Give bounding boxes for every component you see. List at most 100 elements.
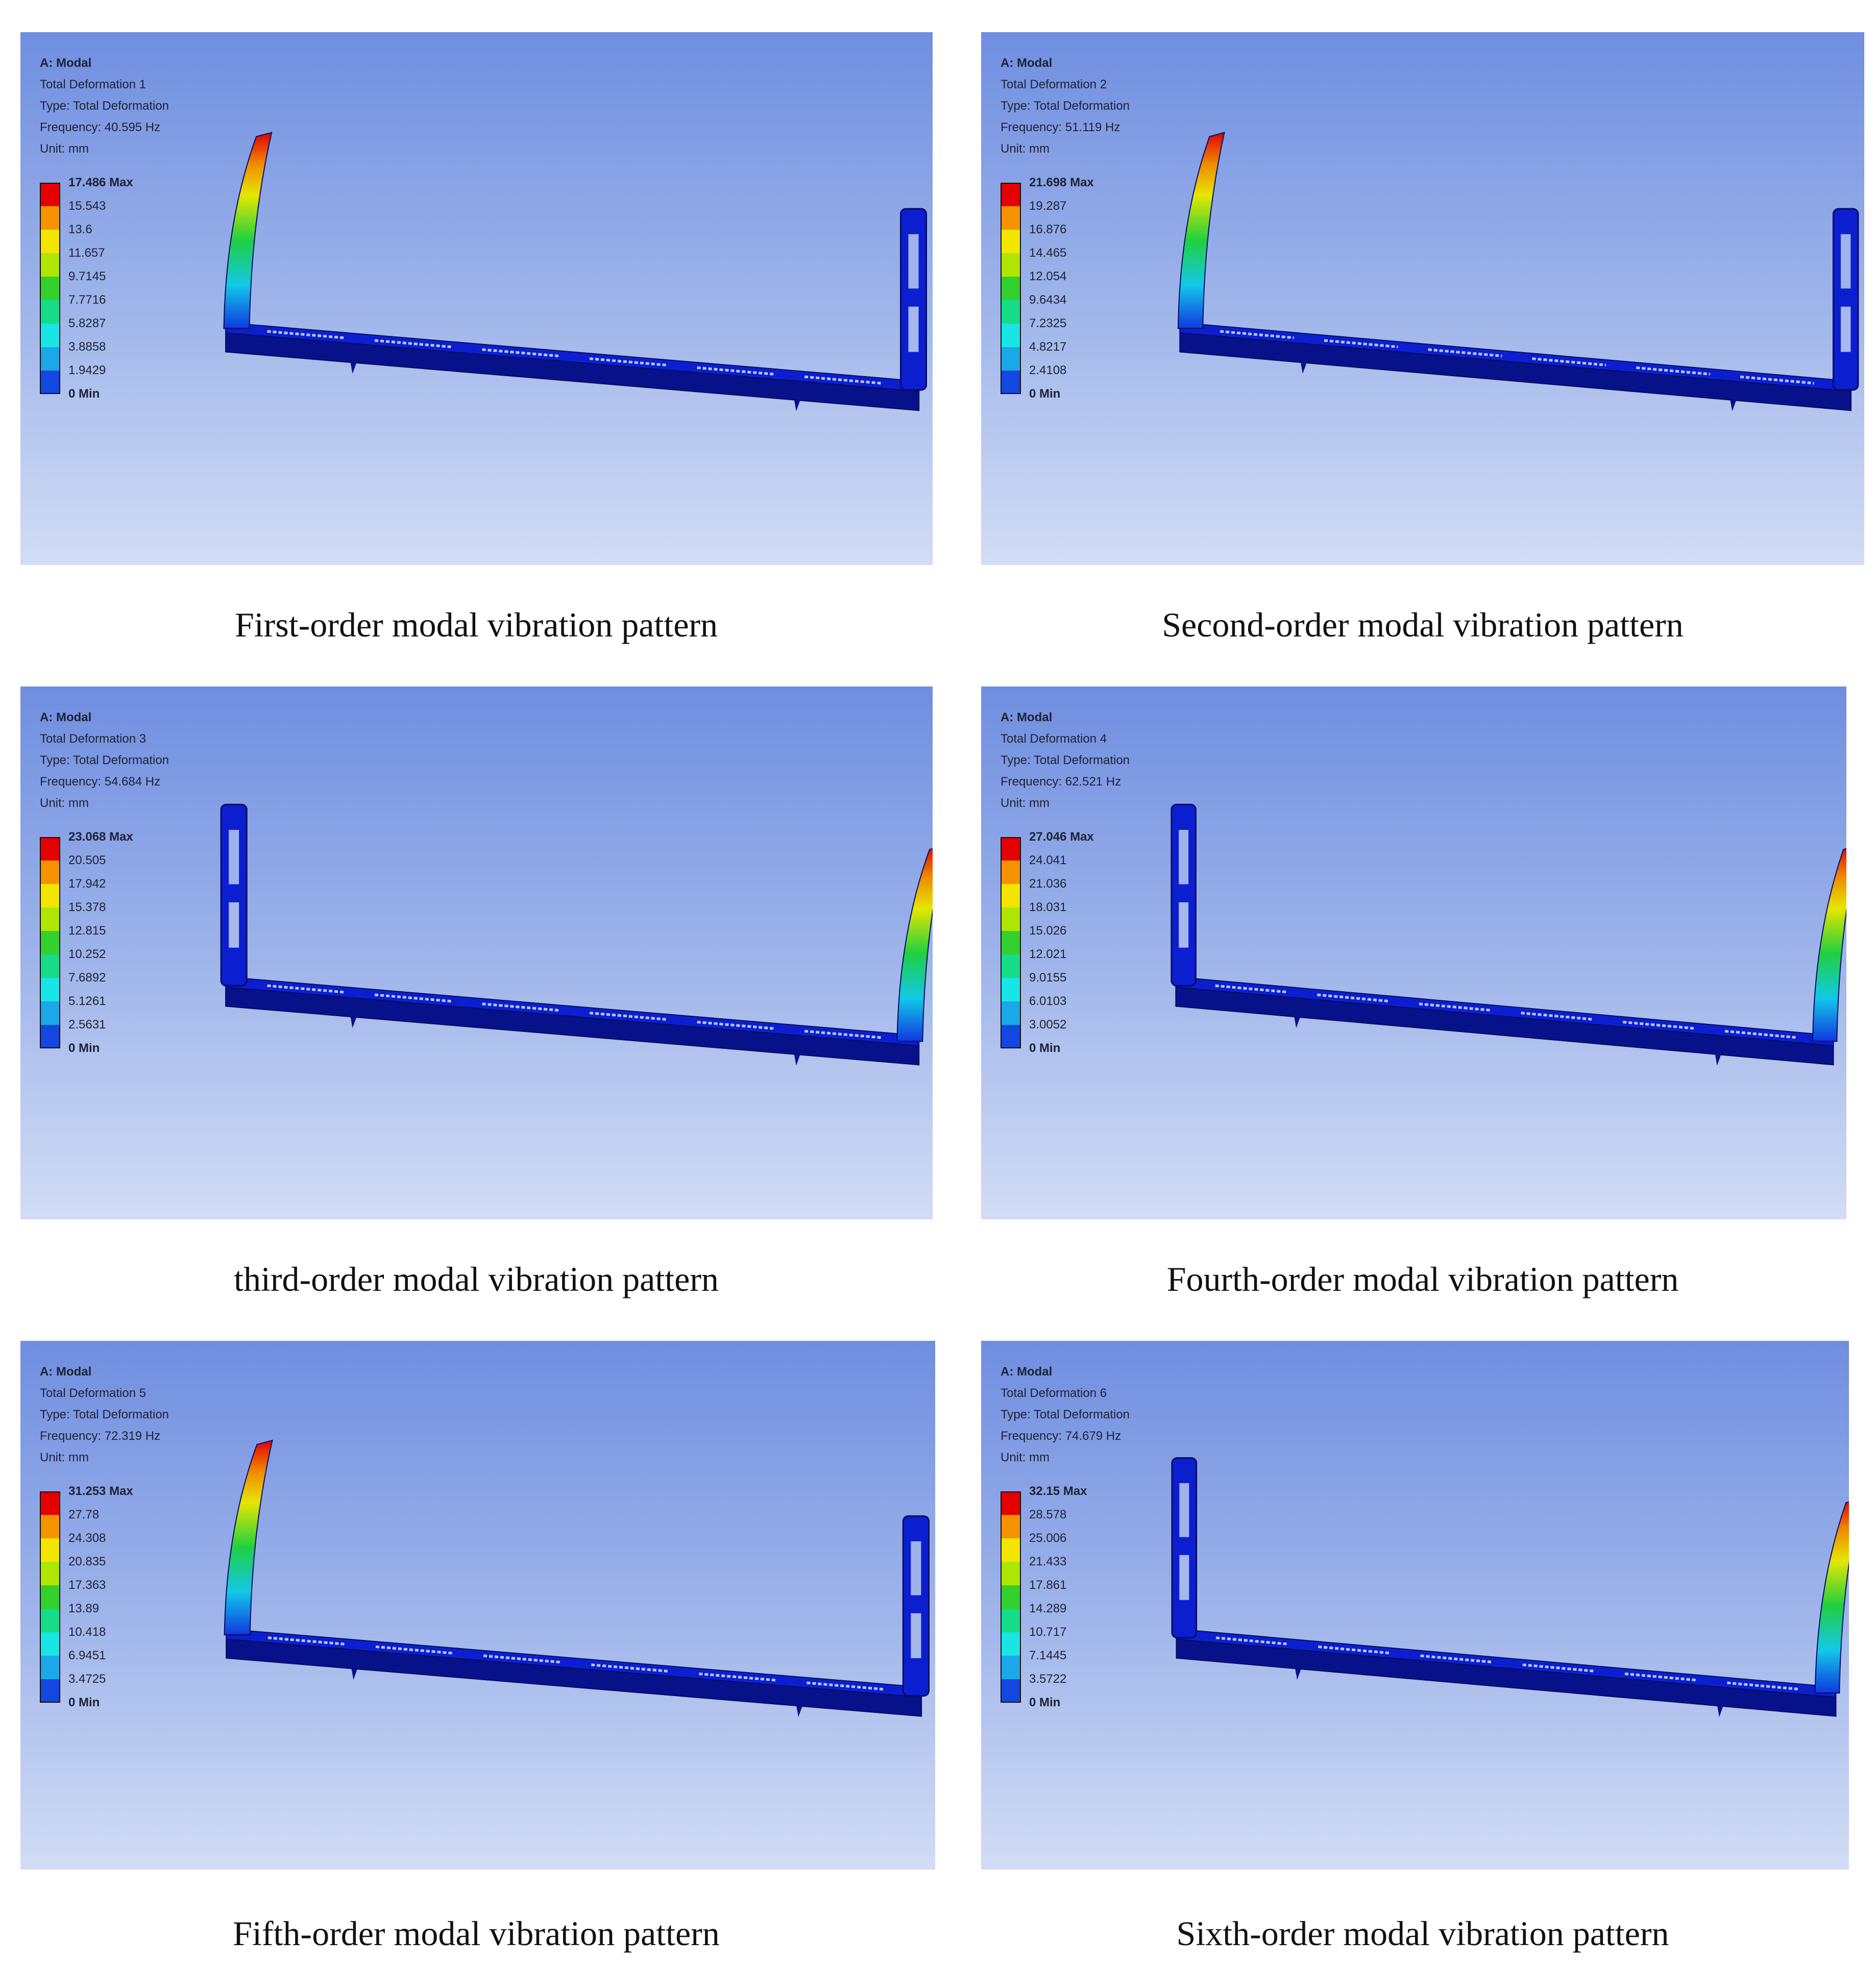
modal-panel-6: A: Modal Total Deformation 6 Type: Total… [981,1341,1849,1870]
legend-label: 13.89 [68,1602,100,1615]
legend-label: 15.026 [1029,924,1067,938]
deformed-model-4 [1171,803,1846,1066]
legend-swatch-2 [1001,1538,1021,1562]
unit-readout: Unit: mm [40,1451,89,1464]
deformed-post [1177,132,1225,329]
legend-swatch-5 [1001,1609,1021,1632]
deck-perforation [1740,375,1814,385]
legend-swatch-6 [1001,1632,1021,1656]
end-post-opening [1179,1555,1189,1600]
legend-swatch-6 [1001,324,1021,347]
analysis-title: A: Modal [40,56,92,70]
end-post [1832,208,1859,391]
support-fin [1715,1054,1721,1066]
caption-3: third-order modal vibration pattern [234,1260,719,1298]
deformed-model-1 [223,132,927,411]
deformed-model-6 [1171,1457,1849,1718]
result-info: A: Modal Total Deformation 2 Type: Total… [1001,53,1130,160]
legend-label: 24.308 [68,1531,106,1545]
legend-max-label: 31.253 Max [68,1484,133,1498]
legend-label: 25.006 [1029,1531,1067,1545]
caption-6: Sixth-order modal vibration pattern [1176,1914,1669,1953]
result-info: A: Modal Total Deformation 3 Type: Total… [40,707,169,814]
legend-swatch-6 [40,978,60,1001]
support-fin [794,1054,800,1066]
deformed-model-3 [220,803,933,1066]
end-post-opening [1840,306,1851,352]
modal-panel-1: A: Modal Total Deformation 1 Type: Total… [20,32,933,565]
deck-perforation [1420,1654,1493,1664]
legend-max-label: 32.15 Max [1029,1484,1087,1498]
legend-label: 27.78 [68,1508,100,1522]
legend-label: 5.1261 [68,994,106,1008]
deck-perforation [1428,348,1502,357]
modal-panel-4: A: Modal Total Deformation 4 Type: Total… [981,686,1846,1219]
end-post [1171,1457,1198,1639]
legend-label: 10.418 [68,1625,106,1639]
legend-swatch-2 [40,1538,60,1562]
legend-min-label: 0 Min [1029,1696,1061,1709]
frequency-readout: Frequency: 74.679 Hz [1001,1429,1122,1443]
frequency-readout: Frequency: 51.119 Hz [1001,120,1120,134]
deck-front [226,1638,922,1717]
legend-label: 13.6 [68,223,92,236]
legend-swatch-1 [1001,1515,1021,1538]
caption-1: First-order modal vibration pattern [234,605,718,644]
end-post-opening [1179,829,1189,885]
end-post [220,803,248,987]
deck-perforation [1636,366,1711,376]
deformed-post [224,1439,273,1636]
legend-swatch-4 [40,277,60,300]
legend-label: 14.289 [1029,1602,1067,1615]
legend-label: 17.942 [68,877,106,891]
legend-label: 3.8858 [68,340,106,354]
legend-swatch-6 [40,324,60,347]
deck-perforation [1215,984,1288,994]
legend-max-label: 17.486 Max [68,176,133,189]
result-type: Type: Total Deformation [1001,1408,1130,1421]
legend-swatch-0 [40,837,60,861]
end-post-opening [229,829,239,885]
deck-perforation [1220,330,1294,339]
legend-swatch-2 [1001,230,1021,253]
legend-swatch-0 [1001,183,1021,206]
legend-label: 20.835 [68,1555,106,1568]
legend-swatch-3 [40,907,60,931]
legend-label: 3.4725 [68,1672,106,1686]
result-name: Total Deformation 5 [40,1386,147,1400]
support-fin [1300,362,1307,374]
legend-label: 17.861 [1029,1578,1067,1592]
end-post [899,208,927,391]
legend-label: 6.0103 [1029,994,1067,1008]
legend-swatch-8 [1001,1679,1021,1703]
legend-label: 12.054 [1029,269,1067,283]
support-fin [1717,1706,1723,1718]
legend-min-label: 0 Min [1029,387,1061,401]
deck-perforation [267,330,344,339]
legend-label: 1.9429 [68,363,106,377]
deformed-post [223,132,273,329]
deck-perforation [1419,1002,1492,1012]
legend-label: 10.717 [1029,1625,1067,1639]
legend-label: 17.363 [68,1578,106,1592]
legend-label: 3.0052 [1029,1018,1067,1032]
result-type: Type: Total Deformation [1001,99,1130,113]
legend-swatch-5 [40,300,60,324]
legend-min-label: 0 Min [68,1041,100,1055]
deck-perforation [482,348,559,357]
caption-5: Fifth-order modal vibration pattern [233,1914,720,1953]
deck-front [1176,1638,1837,1717]
legend-swatch-8 [1001,371,1021,394]
legend-swatch-7 [1001,347,1021,371]
deck-perforation [697,366,774,376]
legend-swatch-7 [40,1001,60,1025]
legend-label: 19.287 [1029,199,1067,213]
unit-readout: Unit: mm [40,796,89,810]
modal-panel-5: A: Modal Total Deformation 5 Type: Total… [20,1341,935,1870]
legend-label: 2.4108 [1029,363,1067,377]
result-name: Total Deformation 6 [1001,1386,1107,1400]
legend-min-label: 0 Min [68,387,100,401]
legend-swatch-5 [40,1609,60,1632]
legend-label: 7.6892 [68,971,106,985]
unit-readout: Unit: mm [1001,142,1050,156]
